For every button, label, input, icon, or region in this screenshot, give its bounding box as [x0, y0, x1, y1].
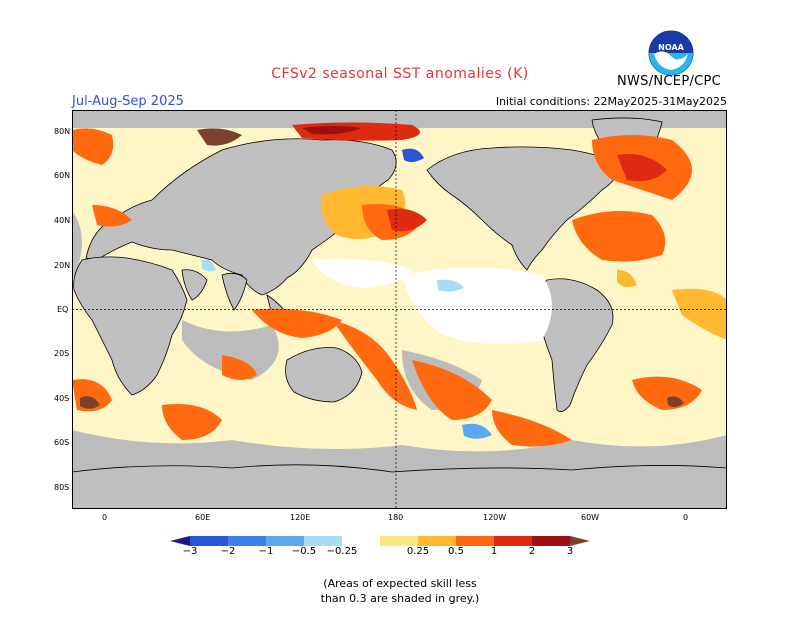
skill-note-line-2: than 0.3 are shaded in grey.)	[320, 592, 480, 605]
scale-label: −0.25	[326, 546, 358, 557]
scale-label: 1	[490, 546, 498, 557]
scale-segment	[380, 536, 418, 546]
lat-label: 20N	[54, 261, 71, 270]
scale-triangle-low	[170, 536, 190, 546]
scale-segment	[304, 536, 342, 546]
color-scale-bar	[170, 536, 590, 546]
lat-label: 40S	[54, 394, 70, 403]
color-scale-segments	[170, 536, 590, 546]
lat-label: 60N	[54, 171, 71, 180]
longitude-labels: 0 60E 120E 180 120W 60W 0	[72, 513, 727, 525]
lat-label: 40N	[54, 216, 71, 225]
scale-segment	[228, 536, 266, 546]
lat-label: 80S	[54, 483, 70, 492]
noaa-logo-icon: NOAA	[648, 30, 694, 76]
scale-segment	[266, 536, 304, 546]
scale-segment	[532, 536, 570, 546]
lat-label: 60S	[54, 438, 70, 447]
scale-label: −0.5	[291, 546, 317, 557]
lon-label: 120E	[290, 513, 311, 522]
lon-label: 0	[683, 513, 689, 522]
forecast-period: Jul-Aug-Sep 2025	[72, 94, 184, 109]
logo-text: NOAA	[658, 43, 684, 52]
latitude-labels: 80N 60N 40N 20N EQ 20S 40S 60S 80S	[52, 110, 72, 509]
map-gridlines	[72, 110, 727, 509]
lat-label: EQ	[57, 305, 69, 314]
scale-label: 2	[528, 546, 536, 557]
scale-label: 0.5	[448, 546, 464, 557]
map-frame	[72, 110, 727, 509]
scale-segment	[342, 536, 380, 546]
lon-label: 180	[388, 513, 404, 522]
skill-note: (Areas of expected skill less than 0.3 a…	[0, 576, 800, 606]
lon-label: 60E	[195, 513, 211, 522]
scale-segment	[456, 536, 494, 546]
scale-segment	[418, 536, 456, 546]
land-masses	[72, 117, 727, 509]
scale-label: −3	[182, 546, 198, 557]
lat-label: 20S	[54, 349, 70, 358]
lon-label: 120W	[483, 513, 507, 522]
lon-label: 0	[102, 513, 108, 522]
scale-segment	[494, 536, 532, 546]
lat-label: 80N	[54, 127, 71, 136]
map-title: CFSv2 seasonal SST anomalies (K)	[271, 66, 529, 82]
agency-label: NWS/NCEP/CPC	[617, 74, 722, 89]
lon-label: 60W	[581, 513, 600, 522]
scale-segment	[190, 536, 228, 546]
scale-label: −2	[220, 546, 236, 557]
scale-triangle-high	[570, 536, 590, 546]
skill-note-line-1: (Areas of expected skill less	[323, 577, 477, 590]
scale-label: 3	[566, 546, 574, 557]
scale-label: −1	[258, 546, 274, 557]
initial-conditions: Initial conditions: 22May2025-31May2025	[495, 95, 727, 108]
sst-anomaly-map	[72, 110, 727, 509]
cool-anomalies	[202, 148, 492, 439]
scale-label: 0.25	[406, 546, 430, 557]
